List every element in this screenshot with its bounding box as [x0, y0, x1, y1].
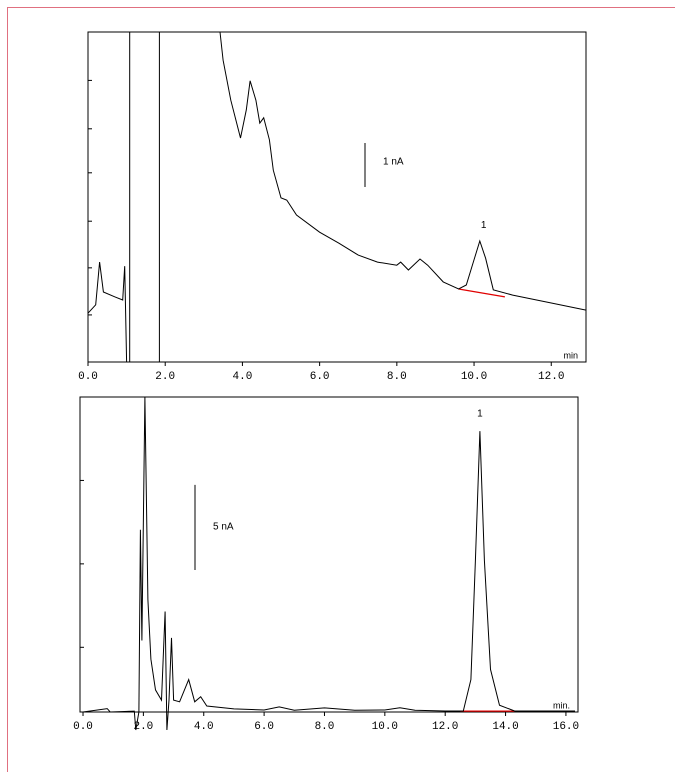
plot-frame	[79, 396, 579, 713]
trace	[87, 31, 587, 363]
x-tick-label: 10.0	[372, 721, 398, 733]
page-border	[7, 7, 675, 772]
x-tick-label: 2.0	[155, 371, 175, 383]
baseline	[458, 288, 506, 298]
x-tick-label: 0.0	[73, 721, 93, 733]
trace	[82, 396, 575, 731]
x-tick-label: 12.0	[538, 371, 564, 383]
peak-label: 1	[477, 409, 483, 420]
x-axis-label: min	[563, 350, 578, 360]
scale-bar-label: 5 nA	[213, 522, 234, 533]
peak-label: 1	[481, 220, 487, 231]
x-tick-label: 16.0	[553, 721, 579, 733]
x-tick-label: 10.0	[461, 371, 487, 383]
plot-frame	[87, 31, 587, 363]
x-tick-label: 2.0	[133, 721, 153, 733]
x-tick-label: 4.0	[194, 721, 214, 733]
x-tick-label: 12.0	[432, 721, 458, 733]
x-tick-label: 6.0	[254, 721, 274, 733]
x-axis-label: min.	[553, 700, 570, 710]
x-tick-label: 8.0	[315, 721, 335, 733]
x-tick-label: 4.0	[233, 371, 253, 383]
x-tick-label: 6.0	[310, 371, 330, 383]
x-tick-label: 8.0	[387, 371, 407, 383]
x-tick-label: 0.0	[78, 371, 98, 383]
x-tick-label: 14.0	[492, 721, 518, 733]
scale-bar-label: 1 nA	[383, 157, 404, 168]
